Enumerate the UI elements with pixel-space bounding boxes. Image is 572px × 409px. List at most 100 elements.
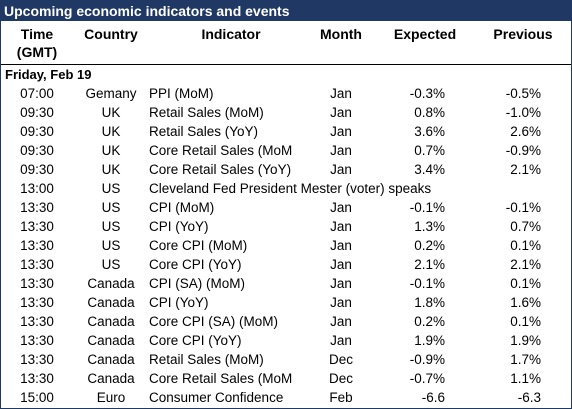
cell-indicator: Cleveland Fed President Mester (voter) s… xyxy=(149,181,432,196)
cell-previous: 2.1% xyxy=(510,162,541,177)
cell-expected: 3.6% xyxy=(414,124,445,139)
cell-time: 09:30 xyxy=(20,162,54,177)
cell-month: Jan xyxy=(330,219,352,234)
cell-month: Feb xyxy=(329,390,353,405)
cell-time: 13:30 xyxy=(20,295,54,310)
table-row: 15:00 Euro Consumer Confidence Feb -6.6 -6.3 xyxy=(1,388,571,407)
cell-country: Canada xyxy=(87,276,135,291)
cell-previous: 0.1% xyxy=(510,276,541,291)
cell-expected: 0.2% xyxy=(414,238,445,253)
cell-month: Jan xyxy=(330,257,352,272)
cell-previous: 0.1% xyxy=(510,238,541,253)
cell-previous: 1.7% xyxy=(510,352,541,367)
cell-month: Jan xyxy=(330,314,352,329)
cell-country: UK xyxy=(101,124,121,139)
cell-month: Jan xyxy=(330,86,352,101)
table-row: 09:30 UK Core Retail Sales (MoM Jan 0.7% -0.9… xyxy=(1,141,571,160)
cell-time: 09:30 xyxy=(20,143,54,158)
cell-time: 13:30 xyxy=(20,333,54,348)
cell-indicator: Core CPI (YoY) xyxy=(149,257,242,272)
cell-country: US xyxy=(101,257,121,272)
cell-indicator: PPI (MoM) xyxy=(149,86,214,101)
cell-time: 13:30 xyxy=(20,200,54,215)
cell-country: US xyxy=(101,238,121,253)
cell-time: 13:30 xyxy=(20,314,54,329)
cell-indicator: Core Retail Sales (MoM xyxy=(149,371,293,386)
cell-country: Canada xyxy=(87,371,135,386)
cell-previous: -6.3 xyxy=(517,390,541,405)
cell-expected: -0.3% xyxy=(409,86,445,101)
day-label: Friday, Feb 19 xyxy=(5,67,92,82)
cell-country: Euro xyxy=(96,390,126,405)
cell-country: UK xyxy=(101,143,121,158)
table-row: 13:30 Canada Core CPI (SA) (MoM) Jan 0.2% 0.1… xyxy=(1,312,571,331)
cell-month: Dec xyxy=(328,352,353,367)
cell-previous: 0.7% xyxy=(510,219,541,234)
table-row: 09:30 UK Retail Sales (YoY) Jan 3.6% 2.6% xyxy=(1,122,571,141)
cell-time: 09:30 xyxy=(20,105,54,120)
cell-expected: 2.1% xyxy=(414,257,445,272)
cell-country: Canada xyxy=(87,333,135,348)
cell-expected: 1.3% xyxy=(414,219,445,234)
cell-month: Jan xyxy=(330,143,352,158)
cell-expected: 0.2% xyxy=(414,314,445,329)
cell-country: UK xyxy=(101,162,121,177)
table-row: 13:30 Canada Retail Sales (MoM) Dec -0.9% 1.7… xyxy=(1,350,571,369)
cell-month: Jan xyxy=(330,162,352,177)
cell-time: 13:30 xyxy=(20,257,54,272)
cell-indicator: Core Retail Sales (YoY) xyxy=(149,162,292,177)
cell-time: 13:30 xyxy=(20,238,54,253)
cell-previous: -0.1% xyxy=(505,200,541,215)
cell-indicator: CPI (MoM) xyxy=(149,200,215,215)
cell-expected: 0.7% xyxy=(414,143,445,158)
cell-previous: -1.0% xyxy=(505,105,541,120)
cell-country: Gemany xyxy=(85,86,137,101)
table-row: 09:30 UK Core Retail Sales (YoY) Jan 3.4% 2.1… xyxy=(1,160,571,179)
cell-month: Jan xyxy=(330,105,352,120)
cell-expected: -6.6 xyxy=(421,390,445,405)
header-divider xyxy=(1,64,571,65)
cell-month: Jan xyxy=(330,200,352,215)
cell-month: Jan xyxy=(330,333,352,348)
cell-indicator: CPI (YoY) xyxy=(149,219,209,234)
cell-month: Jan xyxy=(330,276,352,291)
cell-time: 15:00 xyxy=(20,390,54,405)
header-month: Month xyxy=(320,26,362,42)
cell-previous: 0.1% xyxy=(510,314,541,329)
table-title: Upcoming economic indicators and events xyxy=(1,1,571,21)
table-row: 13:30 Canada Core CPI (YoY) Jan 1.9% 1.9% xyxy=(1,331,571,350)
cell-expected: -0.1% xyxy=(409,276,445,291)
cell-indicator: Core CPI (YoY) xyxy=(149,333,242,348)
cell-time: 13:30 xyxy=(20,276,54,291)
cell-country: Canada xyxy=(87,295,135,310)
table-row: 13:30 US Core CPI (MoM) Jan 0.2% 0.1% xyxy=(1,236,571,255)
table-row: 13:30 Canada CPI (YoY) Jan 1.8% 1.6% xyxy=(1,293,571,312)
cell-indicator: CPI (YoY) xyxy=(149,295,209,310)
cell-expected: 3.4% xyxy=(414,162,445,177)
cell-indicator: Retail Sales (MoM) xyxy=(149,352,264,367)
cell-previous: 1.1% xyxy=(510,371,541,386)
cell-previous: 1.9% xyxy=(510,333,541,348)
table-row: 13:30 US Core CPI (YoY) Jan 2.1% 2.1% xyxy=(1,255,571,274)
cell-expected: 0.8% xyxy=(414,105,445,120)
cell-country: Canada xyxy=(87,352,135,367)
cell-previous: 2.6% xyxy=(510,124,541,139)
cell-previous: -0.5% xyxy=(505,86,541,101)
cell-month: Jan xyxy=(330,295,352,310)
table-row: 07:00 Gemany PPI (MoM) Jan -0.3% -0.5% xyxy=(1,84,571,103)
cell-country: Canada xyxy=(87,314,135,329)
cell-country: US xyxy=(101,219,121,234)
cell-time: 07:00 xyxy=(20,86,54,101)
table-row: 13:30 Canada Core Retail Sales (MoM Dec -0.7… xyxy=(1,369,571,388)
cell-time: 13:30 xyxy=(20,371,54,386)
cell-previous: 1.6% xyxy=(510,295,541,310)
cell-expected: 1.8% xyxy=(414,295,445,310)
header-country: Country xyxy=(84,26,138,42)
cell-indicator: Core CPI (SA) (MoM) xyxy=(149,314,279,329)
cell-indicator: Retail Sales (YoY) xyxy=(149,124,259,139)
cell-country: UK xyxy=(101,105,121,120)
table-row: 13:30 US CPI (YoY) Jan 1.3% 0.7% xyxy=(1,217,571,236)
table-row: 13:30 US CPI (MoM) Jan -0.1% -0.1% xyxy=(1,198,571,217)
cell-country: US xyxy=(101,200,121,215)
